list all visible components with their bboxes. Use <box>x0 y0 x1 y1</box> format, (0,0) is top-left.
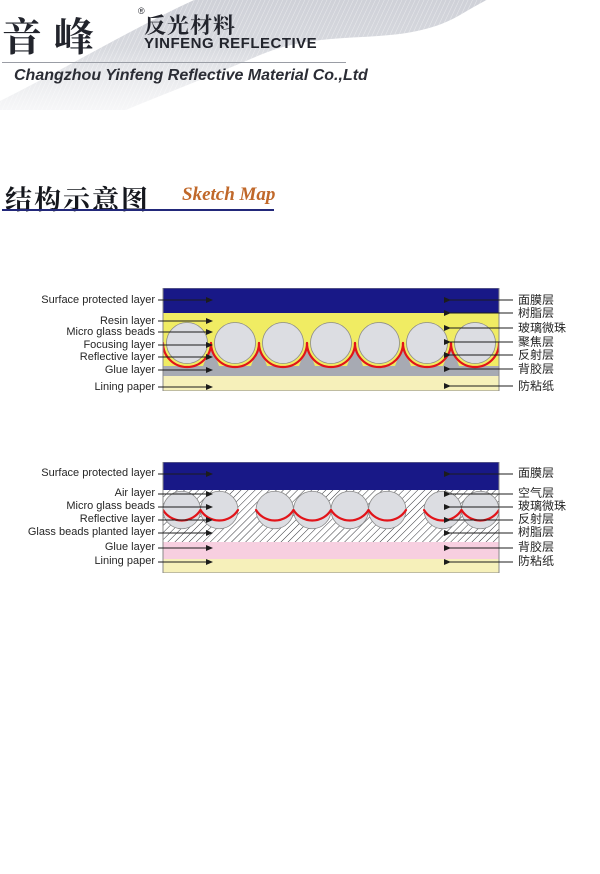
svg-text:Surface protected layer: Surface protected layer <box>41 467 155 479</box>
svg-text:Air layer: Air layer <box>115 487 156 499</box>
svg-text:Lining paper: Lining paper <box>94 555 155 567</box>
svg-text:Micro glass beads: Micro glass beads <box>66 500 155 512</box>
svg-text:面膜层: 面膜层 <box>518 464 554 481</box>
svg-text:Reflective layer: Reflective layer <box>80 513 156 525</box>
svg-text:防粘纸: 防粘纸 <box>518 552 554 569</box>
svg-text:Glass beads planted layer: Glass beads planted layer <box>28 526 156 538</box>
svg-text:Glue layer: Glue layer <box>105 541 155 553</box>
